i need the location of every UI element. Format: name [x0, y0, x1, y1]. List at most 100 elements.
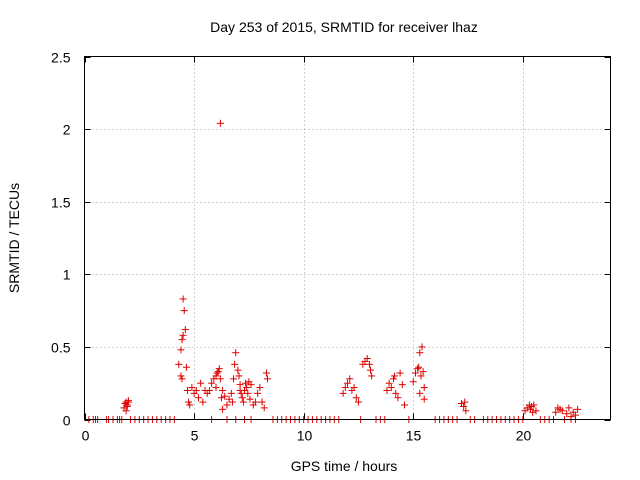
data-point — [460, 402, 468, 410]
data-point — [532, 407, 540, 415]
data-point — [234, 366, 242, 374]
data-point — [178, 336, 186, 344]
data-point — [205, 386, 213, 394]
data-point — [223, 401, 231, 409]
data-point — [199, 398, 207, 406]
data-point — [558, 407, 566, 415]
data-point — [232, 349, 240, 357]
data-point — [346, 375, 354, 383]
data-point — [396, 369, 404, 377]
data-point — [390, 375, 398, 383]
data-point — [574, 405, 582, 413]
data-point — [385, 379, 393, 387]
data-point — [414, 365, 422, 373]
data-point — [242, 379, 250, 387]
data-point — [246, 395, 254, 403]
data-point — [339, 389, 347, 397]
y-tick-label: 2 — [63, 122, 71, 138]
data-point — [185, 398, 193, 406]
x-tick-label: 15 — [406, 428, 422, 444]
data-point — [368, 372, 376, 380]
data-point — [567, 413, 575, 421]
data-point — [225, 395, 233, 403]
x-tick-label: 5 — [191, 428, 199, 444]
data-point — [411, 369, 419, 377]
y-tick-label: 2.5 — [51, 50, 71, 66]
data-point — [212, 372, 220, 380]
data-point — [221, 392, 229, 400]
data-point — [251, 398, 259, 406]
data-point — [216, 375, 224, 383]
data-point — [461, 398, 469, 406]
data-point — [219, 405, 227, 413]
data-point — [529, 408, 537, 416]
data-point — [177, 346, 185, 354]
data-point — [563, 410, 571, 418]
data-point — [394, 394, 402, 402]
data-point — [213, 369, 221, 377]
data-point — [387, 384, 395, 392]
y-axis-label: SRMTID / TECUs — [6, 183, 22, 293]
data-point — [420, 395, 428, 403]
data-point — [186, 401, 194, 409]
data-point — [227, 389, 235, 397]
data-point — [215, 365, 223, 373]
data-point — [254, 389, 262, 397]
grid-layer — [84, 56, 611, 420]
data-point — [247, 381, 255, 389]
data-point — [122, 407, 130, 415]
y-tick-label: 1 — [63, 267, 71, 283]
data-point — [354, 398, 362, 406]
plot-frame — [84, 56, 611, 420]
data-point — [231, 360, 239, 368]
data-point — [571, 411, 579, 419]
data-point — [237, 389, 245, 397]
data-point — [219, 386, 227, 394]
data-point — [391, 372, 399, 380]
data-point — [365, 360, 373, 368]
data-point — [415, 363, 423, 371]
data-point — [264, 375, 272, 383]
data-points — [85, 119, 582, 423]
data-point — [565, 404, 573, 412]
data-point — [392, 389, 400, 397]
data-point — [182, 363, 190, 371]
x-tick-label: 10 — [297, 428, 313, 444]
data-point — [419, 368, 427, 376]
data-point — [420, 384, 428, 392]
data-point — [416, 349, 424, 357]
x-tick-label: 20 — [516, 428, 532, 444]
data-point — [350, 384, 358, 392]
data-point — [180, 307, 188, 315]
data-point — [530, 401, 538, 409]
data-point — [409, 378, 417, 386]
data-point — [260, 404, 268, 412]
data-point — [228, 398, 236, 406]
data-point — [383, 386, 391, 394]
data-point — [239, 398, 247, 406]
data-point — [256, 384, 264, 392]
data-point — [175, 360, 183, 368]
data-point — [462, 407, 470, 415]
y-tick-label: 0.5 — [51, 340, 71, 356]
data-point — [124, 398, 132, 406]
data-point — [400, 401, 408, 409]
x-axis-label: GPS time / hours — [291, 458, 398, 474]
data-point — [416, 389, 424, 397]
data-point — [194, 394, 202, 402]
y-tick-label: 0 — [63, 413, 71, 429]
chart-title: Day 253 of 2015, SRMTID for receiver lha… — [210, 19, 478, 35]
data-point — [398, 381, 406, 389]
data-point — [367, 366, 375, 374]
data-point — [179, 331, 187, 339]
data-point — [212, 384, 220, 392]
data-point — [192, 386, 200, 394]
data-point — [217, 394, 225, 402]
data-point — [230, 375, 238, 383]
x-tick-label: 0 — [82, 428, 90, 444]
data-point — [208, 379, 216, 387]
data-point — [197, 379, 205, 387]
data-point — [177, 372, 185, 380]
data-point — [418, 343, 426, 351]
